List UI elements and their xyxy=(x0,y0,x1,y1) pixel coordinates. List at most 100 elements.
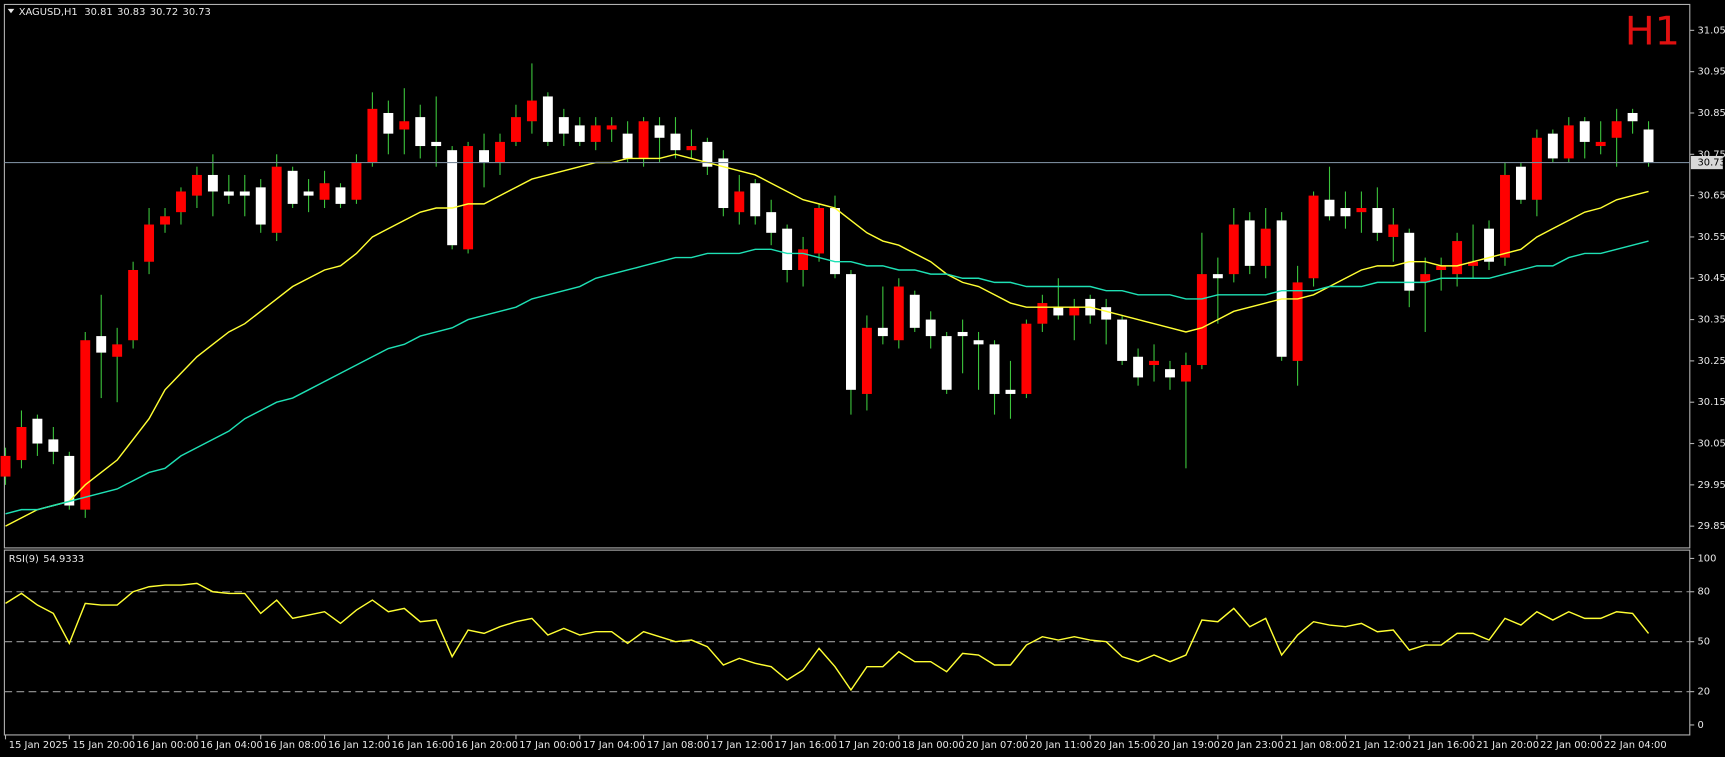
candle-body xyxy=(1180,365,1191,382)
candle-body xyxy=(383,112,394,134)
candle-body xyxy=(511,117,521,142)
price-marker xyxy=(1690,155,1723,170)
candle-body xyxy=(479,150,490,163)
candle-body xyxy=(989,344,1000,394)
candle-body xyxy=(814,208,824,254)
x-tick-label: 15 Jan 20:00 xyxy=(73,740,136,751)
candle-body xyxy=(255,187,266,225)
candle-body xyxy=(1436,265,1447,270)
candle-body xyxy=(782,228,793,270)
candle-body xyxy=(1595,141,1606,147)
candle-body xyxy=(1452,241,1463,275)
candle-body xyxy=(1531,137,1542,200)
candle-body xyxy=(1101,307,1112,320)
candle-body xyxy=(0,455,11,477)
candle-body xyxy=(335,187,346,204)
candle-body xyxy=(303,191,314,196)
candle-body xyxy=(144,224,155,262)
candle-body xyxy=(1117,319,1128,361)
candle-body xyxy=(1547,133,1558,159)
candle-body xyxy=(319,183,330,200)
x-tick-label: 17 Jan 00:00 xyxy=(519,740,582,751)
symbol-header: XAGUSD,H1 30.81 30.83 30.72 30.73 xyxy=(19,7,211,18)
candle-body xyxy=(925,319,936,337)
x-tick-label: 16 Jan 08:00 xyxy=(264,740,327,751)
y-tick-label: 20 xyxy=(1697,687,1710,698)
x-tick-label: 20 Jan 11:00 xyxy=(1030,740,1093,751)
candle-body xyxy=(622,133,633,159)
x-tick-label: 21 Jan 16:00 xyxy=(1413,740,1476,751)
rsi-panel-frame xyxy=(3,549,1691,736)
candle-body xyxy=(191,174,202,196)
candle-body xyxy=(495,141,505,163)
price-marker-label: 30.73 xyxy=(1697,158,1725,169)
x-tick-label: 21 Jan 08:00 xyxy=(1285,740,1348,751)
main-panel-frame xyxy=(3,3,1691,549)
candle-body xyxy=(16,426,27,461)
candle-body xyxy=(957,331,968,337)
candle-body xyxy=(798,249,809,270)
candle-body xyxy=(1053,307,1064,316)
close-value: 30.73 xyxy=(183,7,211,18)
candle-body xyxy=(1260,228,1271,266)
y-tick-label: 100 xyxy=(1697,553,1716,564)
candle-body xyxy=(1372,208,1383,233)
y-tick-label: 29.85 xyxy=(1697,521,1725,532)
candle-body xyxy=(1579,121,1590,142)
candle-body xyxy=(574,125,585,142)
x-tick-label: 22 Jan 00:00 xyxy=(1540,740,1603,751)
menu-triangle xyxy=(7,8,15,14)
candle-body xyxy=(415,117,426,147)
x-tick-label: 17 Jan 08:00 xyxy=(647,740,710,751)
candle-body xyxy=(1627,112,1638,122)
symbol: XAGUSD,H1 xyxy=(19,7,78,18)
timeframe-watermark: H1 xyxy=(1625,9,1680,55)
candle-body xyxy=(734,191,745,213)
candle-body xyxy=(590,125,601,142)
candle-body xyxy=(1420,274,1431,283)
candle-body xyxy=(447,150,458,246)
candle-body xyxy=(558,117,569,134)
candle-body xyxy=(1563,125,1574,159)
candle-body xyxy=(670,133,681,151)
y-tick-label: 80 xyxy=(1697,587,1710,598)
candle-body xyxy=(463,146,474,250)
candle-body xyxy=(941,336,952,390)
candle-body xyxy=(48,439,59,452)
y-tick-label: 30.15 xyxy=(1697,397,1725,408)
candle-body xyxy=(909,294,920,328)
x-tick-label: 16 Jan 20:00 xyxy=(455,740,518,751)
x-tick-label: 17 Jan 16:00 xyxy=(774,740,837,751)
candle-body xyxy=(654,125,665,138)
y-tick-label: 30.25 xyxy=(1697,356,1725,367)
candle-body xyxy=(526,100,537,122)
y-tick-label: 30.95 xyxy=(1697,67,1725,78)
rsi-value: 54.9333 xyxy=(43,554,84,565)
candle-body xyxy=(973,340,984,345)
candle-body xyxy=(893,286,904,341)
candle-body xyxy=(1149,360,1159,366)
candle-body xyxy=(223,191,234,196)
y-tick-label: 30.85 xyxy=(1697,108,1725,119)
rsi-title: RSI(9) xyxy=(9,554,39,565)
candle-body xyxy=(96,336,107,353)
candle-body xyxy=(542,96,553,142)
candle-body xyxy=(431,141,442,147)
candle-body xyxy=(606,125,617,130)
candle-body xyxy=(1133,356,1144,378)
candle-body xyxy=(128,269,139,341)
candle-body xyxy=(1356,208,1367,213)
candle-body xyxy=(64,455,75,506)
x-tick-label: 20 Jan 15:00 xyxy=(1094,740,1157,751)
candle-body xyxy=(1276,220,1287,357)
candle-body xyxy=(1643,129,1654,163)
candle-body xyxy=(160,216,170,225)
y-tick-label: 50 xyxy=(1697,637,1710,648)
y-tick-label: 30.55 xyxy=(1697,232,1725,243)
candle-body xyxy=(718,158,729,209)
candle-body xyxy=(32,418,43,444)
rsi-header: RSI(9) 54.9333 xyxy=(9,554,84,565)
candle-body xyxy=(1244,220,1255,266)
moving-average xyxy=(5,153,1649,527)
candle-body xyxy=(1388,224,1399,237)
